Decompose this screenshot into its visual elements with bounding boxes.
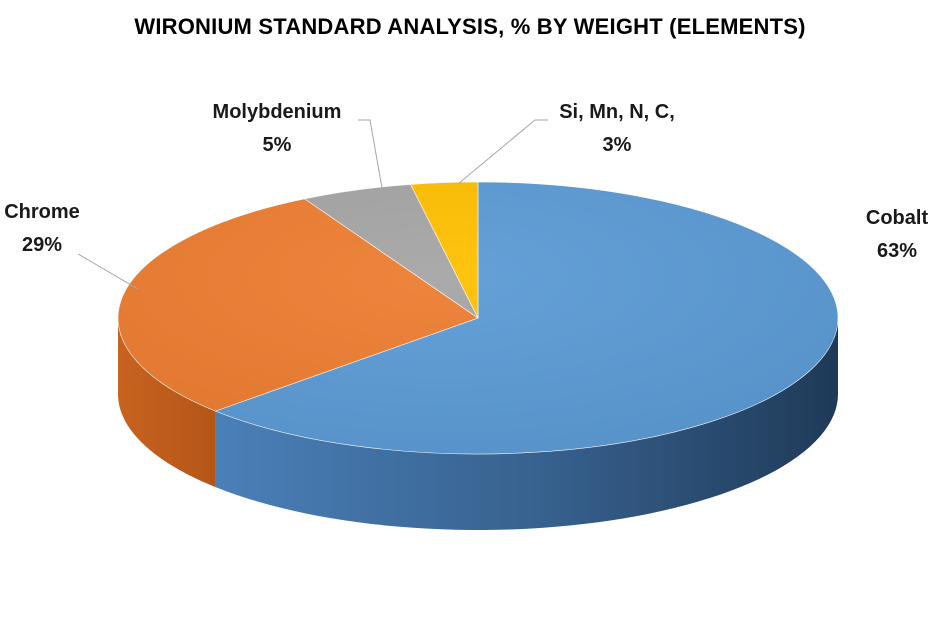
leader-lines: [77, 119, 548, 290]
data-label-chrome-name: Chrome: [4, 201, 80, 223]
pie-side-cobalt: [215, 318, 838, 530]
data-label-cobalt-value: 63%: [877, 240, 917, 262]
data-label-chrome-value: 29%: [22, 234, 62, 256]
data-label-si-mn-n-c-value: 3%: [603, 134, 632, 156]
leader-line-molybdenium: [358, 119, 383, 189]
data-labels: Cobalt 63% Chrome 29% Molybdenium 5% Si, Mn, N…: [4, 101, 928, 262]
data-label-si-mn-n-c-name: Si, Mn, N, C,: [559, 101, 675, 123]
chart-title: WIRONIUM STANDARD ANALYSIS, % BY WEIGHT …: [134, 14, 806, 39]
data-label-molybdenium-value: 5%: [263, 134, 292, 156]
data-label-cobalt-name: Cobalt: [866, 207, 929, 229]
pie-slices: [117, 181, 839, 455]
data-label-molybdenium-name: Molybdenium: [213, 101, 342, 123]
leader-line-chrome: [77, 253, 139, 290]
leader-line-si-mn-n-c: [457, 119, 548, 185]
